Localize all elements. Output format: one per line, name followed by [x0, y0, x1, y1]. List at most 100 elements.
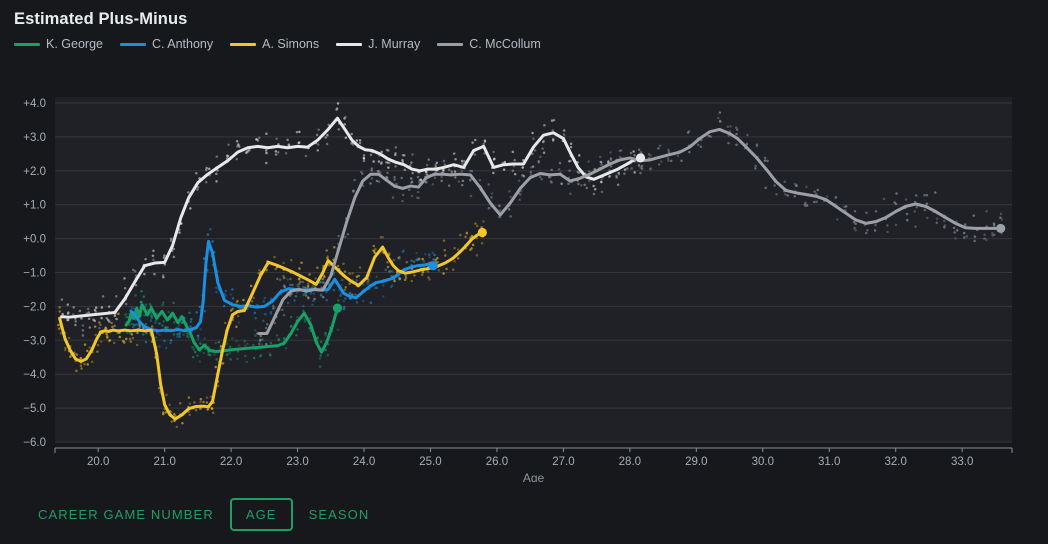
trend-line-c-mccollum[interactable]	[257, 127, 1003, 336]
scatter-point	[224, 294, 227, 297]
scatter-point	[227, 143, 230, 146]
x-axis-tick-label: 22.0	[220, 456, 242, 468]
legend-item-c-mccollum[interactable]: C. McCollum	[437, 37, 541, 51]
scatter-point	[191, 355, 195, 359]
scatter-point	[457, 180, 461, 183]
scatter-point	[370, 169, 373, 172]
scatter-point	[734, 126, 738, 129]
scatter-point	[173, 413, 176, 416]
scatter-point	[130, 306, 133, 309]
scatter-point	[393, 178, 396, 181]
end-marker-dot[interactable]	[477, 227, 487, 238]
toggle-career-game-number[interactable]: Career Game Number	[22, 498, 230, 531]
scatter-point	[985, 209, 988, 213]
scatter-point	[291, 283, 294, 287]
scatter-point	[380, 161, 383, 164]
scatter-point	[216, 384, 220, 388]
scatter-point	[326, 133, 329, 137]
scatter-point	[309, 317, 312, 320]
scatter-point	[172, 333, 176, 336]
scatter-point	[60, 298, 64, 301]
toggle-season[interactable]: Season	[293, 498, 386, 531]
scatter-point	[401, 250, 404, 254]
scatter-point	[100, 306, 104, 309]
scatter-point	[88, 346, 92, 349]
legend-item-c-anthony[interactable]: C. Anthony	[119, 37, 213, 51]
trend-line-a-simons[interactable]	[58, 231, 484, 421]
end-marker-dot[interactable]	[332, 303, 343, 313]
scatter-point	[498, 209, 502, 212]
trend-line-k-george[interactable]	[124, 303, 339, 354]
scatter-point	[342, 307, 346, 311]
scatter-point	[162, 276, 165, 279]
scatter-point	[352, 189, 355, 192]
scatter-point	[973, 235, 977, 238]
x-axis: 20.0 21.0 22.0 23.0 24.0 25.0 26.0 27.0 28.0 29.0…	[54, 447, 1013, 482]
end-marker-dot[interactable]	[635, 153, 646, 163]
scatter-point	[425, 173, 429, 176]
scatter-point	[864, 231, 868, 235]
scatter-point	[409, 177, 413, 180]
scatter-point	[905, 212, 909, 216]
legend-item-k-george[interactable]: K. George	[14, 37, 103, 51]
scatter-point	[813, 190, 816, 193]
scatter-point	[88, 326, 92, 329]
scatter-point	[336, 328, 340, 332]
scatter-point	[374, 247, 377, 251]
scatter-point	[236, 314, 240, 318]
end-marker-dot[interactable]	[428, 261, 438, 271]
scatter-point	[303, 318, 307, 322]
scatter-point	[384, 160, 388, 164]
scatter-point	[874, 223, 877, 227]
scatter-point	[81, 329, 85, 332]
scatter-point	[244, 344, 247, 347]
scatter-point	[490, 192, 494, 195]
scatter-point	[425, 163, 429, 167]
scatter-point	[108, 338, 112, 342]
scatter-point	[344, 235, 347, 239]
scatter-point	[276, 277, 279, 281]
scatter-point	[618, 149, 621, 153]
scatter-point	[401, 199, 404, 203]
scatter-point	[149, 313, 153, 317]
trend-lines	[58, 116, 1003, 421]
end-marker-dot[interactable]	[996, 223, 1006, 234]
toggle-age[interactable]: Age	[229, 497, 293, 531]
scatter-point	[169, 237, 173, 241]
scatter-point	[260, 343, 263, 346]
scatter-point	[64, 348, 67, 352]
scatter-point	[224, 289, 228, 293]
scatter-point	[509, 195, 512, 199]
x-axis-title: Age	[523, 471, 545, 482]
scatter-point	[999, 212, 1003, 216]
scatter-point	[400, 176, 403, 180]
scatter-point	[451, 268, 455, 272]
scatter-point	[178, 333, 181, 336]
scatter-point	[162, 256, 166, 259]
scatter-point	[954, 237, 957, 240]
scatter-point	[540, 177, 543, 181]
scatter-point	[593, 187, 597, 191]
scatter-point	[163, 254, 166, 257]
scatter-point	[410, 259, 413, 262]
scatter-point	[67, 311, 70, 314]
scatter-point	[284, 151, 288, 155]
trend-line-j-murray[interactable]	[60, 116, 642, 319]
scatter-point	[408, 188, 411, 192]
scatter-point	[469, 248, 472, 251]
scatter-point	[487, 206, 491, 210]
scatter-point	[261, 338, 264, 341]
trend-line-c-anthony[interactable]	[129, 239, 435, 333]
scatter-point	[326, 257, 329, 260]
scatter-point	[639, 171, 642, 175]
scatter-point	[735, 128, 739, 131]
scatter-point	[272, 306, 276, 310]
scatter-point	[615, 174, 618, 178]
scatter-point	[229, 293, 233, 296]
scatter-point	[658, 144, 662, 147]
legend-item-j-murray[interactable]: J. Murray	[336, 37, 420, 51]
scatter-point	[915, 205, 919, 209]
scatter-point	[386, 171, 389, 175]
legend-item-a-simons[interactable]: A. Simons	[230, 37, 319, 51]
scatter-point	[956, 229, 959, 232]
